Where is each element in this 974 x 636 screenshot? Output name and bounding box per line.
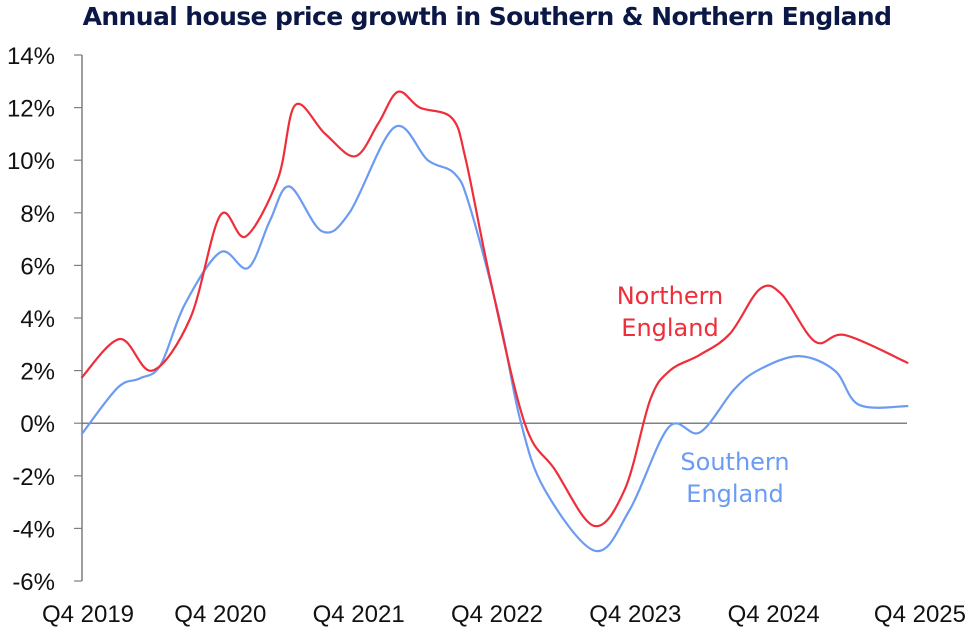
series-labels: Northern England Southern England [617, 282, 790, 508]
series-label-line: England [686, 480, 783, 508]
series-label-line: Southern [680, 448, 789, 476]
series-line-southern-england [80, 124, 909, 552]
x-tick-label: Q4 2025 [874, 601, 966, 628]
series-label-southern-england: Southern England [680, 448, 789, 508]
y-tick-label: -6% [12, 569, 55, 596]
x-tick-label: Q4 2021 [313, 601, 405, 628]
y-tick-label: 6% [20, 253, 55, 280]
x-tick-label: Q4 2024 [728, 601, 820, 628]
x-tick-label: Q4 2019 [42, 601, 134, 628]
x-axis: Q4 2019 Q4 2020 Q4 2021 Q4 2022 Q4 2023 Q4 20… [42, 422, 966, 628]
y-tick-label: 14% [7, 43, 55, 70]
series-label-line: Northern [617, 282, 724, 310]
x-tick-label: Q4 2022 [451, 601, 543, 628]
y-tick-label: 2% [20, 359, 55, 386]
x-tick-label: Q4 2023 [589, 601, 681, 628]
series-label-line: England [621, 314, 718, 342]
y-tick-label: 4% [20, 306, 55, 333]
y-tick-label: 0% [20, 411, 55, 438]
y-tick-label: -2% [12, 464, 55, 491]
y-tick-label: -4% [12, 516, 55, 543]
series-layer [80, 90, 909, 552]
y-tick-label: 8% [20, 201, 55, 228]
x-tick-label: Q4 2020 [174, 601, 266, 628]
y-tick-label: 12% [7, 96, 55, 123]
series-line-northern-england [80, 90, 909, 528]
y-axis: 14% 12% 10% 8% 6% 4% 2% 0% -2% -4% -6% [7, 43, 83, 596]
series-label-northern-england: Northern England [617, 282, 724, 342]
chart-title: Annual house price growth in Southern & … [82, 2, 892, 31]
y-tick-label: 10% [7, 148, 55, 175]
